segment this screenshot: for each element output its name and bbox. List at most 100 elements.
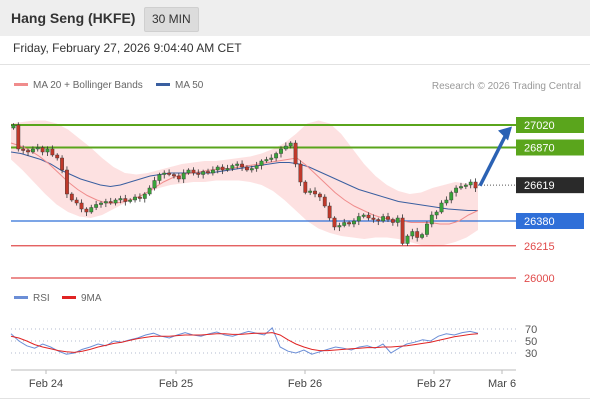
candle-body <box>69 193 74 201</box>
rsi-series-9ma <box>10 332 479 353</box>
candle-body <box>439 202 444 213</box>
rsi-tick-70: 70 <box>525 324 537 336</box>
candle-body <box>157 174 162 181</box>
candle-body <box>45 148 50 153</box>
candle-body <box>459 186 463 189</box>
candle-body <box>118 198 123 201</box>
candle-body <box>468 181 473 186</box>
candle-body <box>89 207 94 213</box>
x-tick-label: Feb 27 <box>417 378 451 390</box>
candle-body <box>381 216 386 222</box>
ma20-swatch <box>14 82 28 86</box>
level-box-26619 <box>516 177 584 194</box>
candle-body <box>191 169 196 174</box>
candle-body <box>230 165 235 169</box>
header-divider <box>0 64 590 65</box>
candle-body <box>337 225 342 228</box>
candle-body <box>210 169 215 174</box>
candle-body <box>249 168 254 171</box>
candle-body <box>386 216 390 220</box>
rsi-legend-label: RSI <box>33 293 50 304</box>
level-box-26870 <box>516 139 584 156</box>
x-tick-label: Mar 6 <box>488 378 516 390</box>
candle-body <box>138 196 142 199</box>
candle-body <box>123 198 128 202</box>
candle-body <box>79 202 84 210</box>
research-credit: Research © 2026 Trading Central <box>431 81 581 92</box>
candle-body <box>30 148 35 153</box>
candle-body <box>390 219 395 223</box>
candle-body <box>444 199 449 204</box>
level-label-26380: 26380 <box>524 216 555 228</box>
candle-body <box>361 214 366 217</box>
candle-body <box>449 192 454 201</box>
candle-body <box>332 217 337 228</box>
candle-body <box>308 190 313 193</box>
bollinger-band <box>11 120 478 247</box>
candle-body <box>40 147 45 153</box>
candle-body <box>293 142 298 165</box>
candle-body <box>74 199 79 204</box>
legend-ma20: MA 20 + Bollinger Bands <box>14 80 143 91</box>
level-label-26870: 26870 <box>524 143 555 155</box>
level-box-27020 <box>516 117 584 133</box>
candle-body <box>429 214 434 225</box>
level-label-26215: 26215 <box>524 241 555 253</box>
candle-body <box>317 193 322 198</box>
candle-body <box>371 217 376 220</box>
candle-body <box>376 219 381 222</box>
candle-body <box>327 205 332 219</box>
candle-body <box>225 168 230 171</box>
candle-body <box>473 181 478 189</box>
candle-body <box>298 163 303 183</box>
candle-body <box>220 166 225 171</box>
candle-body <box>264 159 269 162</box>
candle-body <box>259 160 264 166</box>
candle-body <box>113 199 118 204</box>
candle-body <box>176 175 181 180</box>
candle-body <box>366 214 371 219</box>
instrument-title: Hang Seng (HKFE) <box>11 10 136 26</box>
candle-body <box>142 193 147 199</box>
x-tick-label: Feb 26 <box>288 378 322 390</box>
candle-body <box>352 220 356 225</box>
candle-body <box>215 166 220 171</box>
rsi-series-rsi <box>10 326 479 355</box>
rsi-ma-swatch <box>62 295 76 299</box>
candle-body <box>26 150 30 153</box>
candle-body <box>434 211 439 216</box>
candle-body <box>279 148 283 154</box>
candle-body <box>415 231 420 238</box>
candle-body <box>425 223 429 235</box>
ma50-line <box>10 151 478 211</box>
candle-body <box>201 171 206 175</box>
candle-body <box>21 148 26 151</box>
level-label-26000: 26000 <box>524 273 555 285</box>
candle-body <box>454 187 459 193</box>
x-tick-label: Feb 25 <box>159 378 193 390</box>
legend-ma50: MA 50 <box>156 80 203 91</box>
candle-body <box>303 181 308 193</box>
candle-body <box>65 169 69 195</box>
timeframe-badge[interactable]: 30 MIN <box>144 7 199 32</box>
candle-body <box>181 172 186 180</box>
candle-body <box>103 201 108 204</box>
rsi-swatch <box>14 295 28 299</box>
candle-body <box>186 169 191 174</box>
candle-body <box>94 204 99 208</box>
rsi-tick-50: 50 <box>525 336 537 348</box>
forecast-arrow-head <box>498 126 512 141</box>
candle-body <box>108 201 113 204</box>
candle-body <box>55 154 60 159</box>
rsi-ma-legend-label: 9MA <box>81 293 102 304</box>
level-box-26380 <box>516 213 584 229</box>
candle-body <box>269 157 274 160</box>
candle-body <box>240 163 244 168</box>
candle-body <box>405 235 410 244</box>
candle-body <box>196 172 201 175</box>
candle-body <box>395 217 400 223</box>
price-panel: 27020 26870 26619 26380 26215 26000 <box>10 117 584 285</box>
candle-body <box>283 145 288 150</box>
